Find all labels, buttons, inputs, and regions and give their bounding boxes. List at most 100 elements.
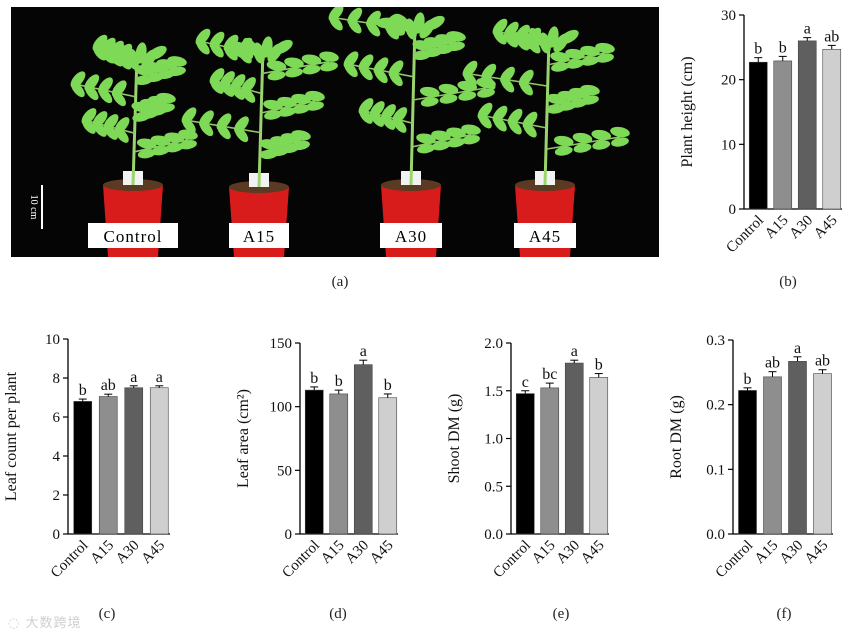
y-tick-label: 1.0 <box>484 432 503 448</box>
leaflet <box>420 97 439 107</box>
leaflet <box>291 130 311 141</box>
pot-label-a15: A15 <box>229 223 289 248</box>
leaflet <box>580 84 600 96</box>
significance-letter: b <box>384 377 392 394</box>
y-axis-label: Root DM (g) <box>668 395 685 479</box>
leaflet <box>165 142 184 153</box>
x-tick-label: A15 <box>762 213 792 243</box>
pot-label-text: A15 <box>243 227 275 246</box>
leaflet <box>266 60 287 71</box>
bar-a30 <box>788 361 807 535</box>
significance-letter: ab <box>824 28 839 45</box>
leaflet <box>115 127 129 143</box>
leaflet <box>559 29 579 45</box>
x-tick-label: A45 <box>802 538 832 568</box>
pot-label-text: Control <box>104 227 163 246</box>
y-tick-label: 30 <box>721 8 736 24</box>
y-tick-label: 0.3 <box>706 333 725 349</box>
y-tick-label: 0 <box>729 202 737 218</box>
leaflet <box>581 95 599 105</box>
stem <box>409 24 417 186</box>
leaflet <box>179 139 197 150</box>
leaflet <box>241 87 256 103</box>
leaflet <box>151 145 170 156</box>
x-tick-label: A45 <box>811 213 841 243</box>
x-tick-label: A15 <box>87 538 117 568</box>
bar-a30 <box>564 362 584 535</box>
pot-label-a30: A30 <box>380 223 442 248</box>
leaflet <box>71 82 85 98</box>
watermark-icon: ◌ <box>8 616 21 631</box>
leaflet <box>425 15 445 31</box>
leaflet <box>234 127 249 143</box>
leaflet <box>519 80 533 96</box>
leaflet <box>320 61 338 72</box>
leaflet <box>156 92 176 104</box>
leaflet <box>461 124 481 135</box>
watermark-text: 大数跨境 <box>25 616 82 631</box>
leaflet <box>196 39 210 55</box>
x-tick-label: Control <box>279 538 323 582</box>
panel-letter-d: (d) <box>329 606 347 622</box>
pot-label-box <box>88 223 178 248</box>
y-tick-label: 1.5 <box>484 384 503 400</box>
significance-letter: ab <box>765 355 780 372</box>
x-tick-label: A30 <box>786 213 816 243</box>
bar-control <box>738 390 757 535</box>
bar-control <box>748 61 768 210</box>
leaflet <box>93 121 107 137</box>
leaflet <box>482 74 496 90</box>
significance-letter: a <box>156 369 163 386</box>
scale-bar-label: 10 cm <box>28 195 39 220</box>
leaflet <box>581 56 599 66</box>
leaflet <box>416 133 436 144</box>
significance-letter: a <box>130 369 137 386</box>
leaflet <box>220 81 235 97</box>
leaflet <box>417 143 435 154</box>
x-tick-label: A15 <box>529 538 559 568</box>
leaflet <box>566 59 584 69</box>
bar-control <box>515 393 535 535</box>
bar-a45 <box>149 387 169 535</box>
bar-a15 <box>763 376 782 535</box>
leaflet <box>306 101 324 111</box>
leaflet <box>393 117 407 133</box>
leaflet <box>264 110 282 120</box>
significance-letter: a <box>571 343 578 360</box>
bar-a30 <box>124 387 144 535</box>
leaflet <box>231 84 245 100</box>
leaflet <box>432 140 450 151</box>
y-tick-label: 6 <box>53 410 61 426</box>
x-tick-label: A45 <box>138 538 168 568</box>
pot-label-text: A30 <box>395 227 427 246</box>
leaflet <box>596 53 614 63</box>
significance-letter: b <box>79 382 87 399</box>
leaflet <box>554 146 573 156</box>
significance-letter: ab <box>815 353 830 370</box>
chart-leaf-count: 0 2 4 6 8 10 Leaf count per plant b Control ab A15… <box>3 332 170 582</box>
leaflet <box>439 94 458 104</box>
y-tick-label: 2 <box>53 488 61 504</box>
x-tick-label: A15 <box>752 538 782 568</box>
leaflet <box>157 103 175 113</box>
y-tick-label: 0 <box>53 527 61 543</box>
leaflet <box>446 31 466 42</box>
leaflet <box>595 42 615 54</box>
bar-a15 <box>773 60 793 210</box>
leaflet <box>284 57 304 68</box>
leaflet <box>329 15 343 31</box>
leaflet <box>580 45 600 57</box>
x-tick-label: A15 <box>318 538 348 568</box>
y-tick-label: 50 <box>277 463 292 479</box>
y-tick-label: 100 <box>270 400 293 416</box>
leaflet <box>359 65 373 81</box>
y-tick-label: 20 <box>721 73 736 89</box>
leaflet <box>344 62 358 78</box>
x-tick-label: Control <box>48 538 92 582</box>
stem <box>543 38 551 186</box>
significance-letter: a <box>794 340 801 357</box>
leaflet <box>301 54 322 65</box>
y-tick-label: 0.5 <box>484 479 503 495</box>
panel-letter-f: (f) <box>776 606 792 622</box>
bar-control <box>73 401 93 535</box>
